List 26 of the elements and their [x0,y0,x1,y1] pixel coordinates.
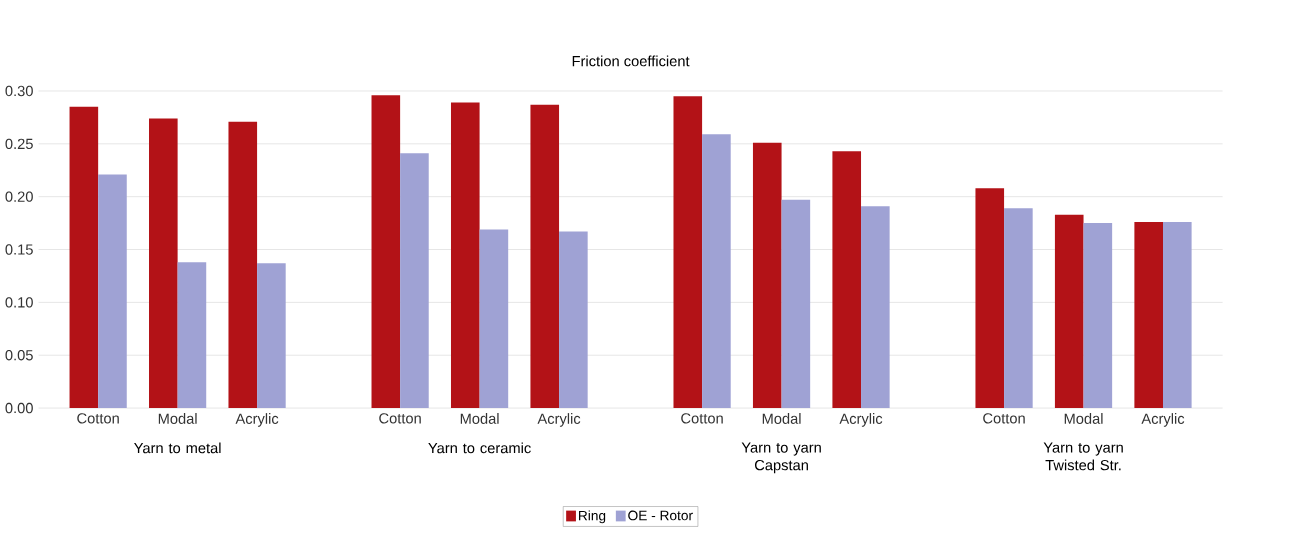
y-tick-label: 0.30 [5,85,33,97]
chart-title: Friction coefficient [572,55,690,67]
legend-label: OE - Rotor [628,510,693,521]
x-tick-label: Cotton [681,413,723,424]
y-tick-label: 0.10 [5,297,33,308]
y-tick-label: 0.20 [5,191,33,202]
text: Yarn to yarn Twisted Str. [1043,442,1123,471]
legend-label: Ring [579,510,606,524]
x-tick-label: Acrylic [537,413,581,427]
y-tick-label: 0.05 [5,349,33,361]
y-tick-label: 0.00 [5,402,33,414]
y-tick-label: 0.25 [5,138,33,149]
x-tick-label: Modal [158,413,197,424]
x-tick-label: Modal [460,413,499,424]
x-tick-label: Acrylic [839,413,883,427]
x-tick-label: Cotton [379,413,421,424]
x-tick-label: Cotton [77,413,119,424]
x-tick-label: Modal [1064,413,1103,424]
text: Yarn to ceramic [428,442,531,454]
y-tick-label: 0.15 [5,244,33,255]
text: Yarn to yarn Capstan [741,442,821,474]
x-tick-label: Acrylic [235,413,279,427]
x-tick-label: Acrylic [1141,413,1185,427]
text: Yarn to metal [134,442,221,454]
x-tick-label: Modal [762,413,801,424]
x-tick-label: Cotton [983,413,1025,424]
